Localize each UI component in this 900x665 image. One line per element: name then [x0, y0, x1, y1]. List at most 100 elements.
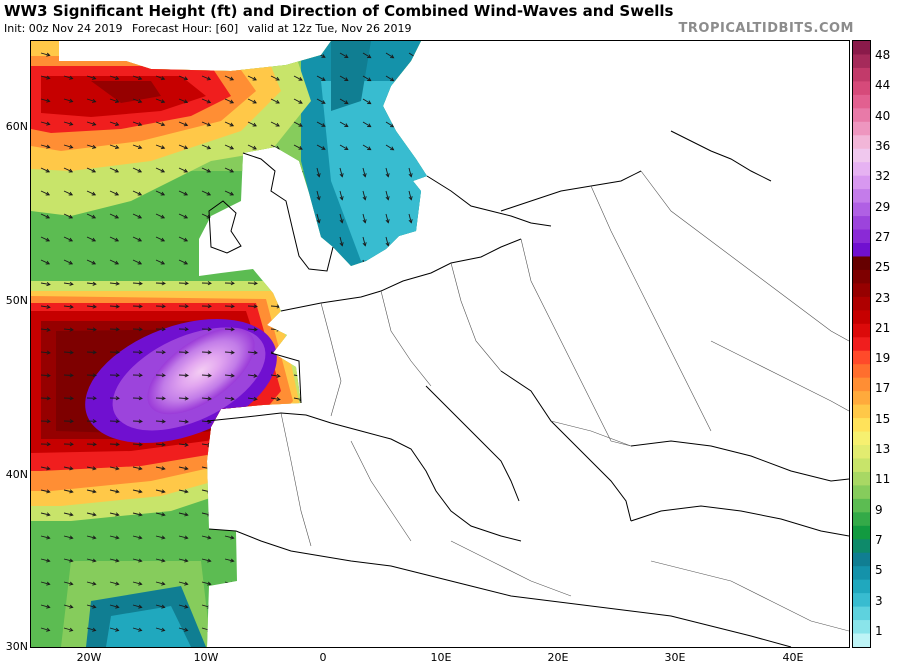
- direction-arrow-head: [92, 466, 97, 471]
- direction-arrow: [178, 489, 188, 493]
- direction-arrow: [408, 328, 418, 332]
- direction-arrow-head: [252, 53, 257, 58]
- direction-arrow-head: [432, 242, 435, 245]
- wave-height-map[interactable]: [30, 40, 850, 648]
- direction-arrow: [270, 282, 281, 284]
- direction-arrow-head: [115, 466, 120, 471]
- legend-label: 27: [875, 229, 891, 244]
- direction-arrow: [385, 236, 389, 246]
- legend-swatch: [853, 256, 870, 271]
- direction-arrow: [432, 53, 440, 58]
- direction-arrow-head: [69, 558, 74, 563]
- direction-arrow: [155, 420, 166, 423]
- direction-arrow-head: [368, 535, 373, 540]
- direction-arrow: [178, 420, 189, 423]
- direction-arrow-head: [252, 145, 257, 150]
- direction-arrow-head: [92, 581, 97, 586]
- direction-arrow: [40, 121, 50, 125]
- direction-arrow-head: [138, 350, 143, 355]
- direction-arrow: [201, 98, 211, 103]
- direction-arrow: [432, 191, 434, 200]
- direction-arrow: [40, 374, 51, 377]
- direction-arrow: [385, 305, 395, 309]
- direction-arrow: [339, 535, 349, 539]
- direction-arrow: [224, 535, 234, 539]
- direction-arrow: [132, 466, 142, 470]
- direction-arrow: [316, 466, 326, 470]
- direction-arrow: [178, 558, 188, 562]
- direction-arrow: [339, 167, 343, 177]
- direction-arrow-head: [339, 219, 344, 224]
- direction-arrow: [247, 558, 257, 562]
- direction-arrow-head: [229, 214, 235, 219]
- legend-swatch: [853, 67, 870, 82]
- direction-arrow-head: [298, 100, 303, 104]
- direction-arrow-head: [276, 420, 281, 425]
- direction-arrow-head: [391, 535, 396, 540]
- direction-arrow: [408, 236, 412, 246]
- direction-arrow: [178, 144, 188, 149]
- direction-arrow-head: [437, 536, 440, 539]
- direction-arrow-head: [206, 99, 212, 104]
- brand-watermark: TROPICALTIDBITS.COM: [678, 21, 854, 36]
- direction-arrow-head: [437, 605, 440, 608]
- direction-arrow: [247, 581, 257, 585]
- direction-arrow-head: [68, 260, 74, 265]
- direction-arrow: [178, 75, 188, 80]
- direction-arrow: [109, 489, 119, 493]
- direction-arrow-head: [385, 265, 390, 270]
- direction-arrow: [270, 259, 280, 265]
- direction-arrow-head: [322, 397, 327, 402]
- direction-arrow: [178, 236, 188, 242]
- direction-arrow-head: [91, 168, 97, 173]
- direction-arrow: [63, 558, 73, 562]
- lon-label-20e: 20E: [547, 651, 569, 664]
- init-time: Init: 00z Nov 24 2019: [4, 22, 123, 35]
- direction-arrow-head: [322, 443, 327, 448]
- direction-arrow-head: [390, 146, 395, 151]
- direction-arrow-head: [91, 237, 97, 242]
- direction-arrow: [201, 259, 211, 265]
- direction-arrow-head: [91, 260, 97, 265]
- direction-arrow-head: [432, 265, 435, 268]
- direction-arrow-head: [230, 373, 235, 378]
- direction-arrow: [63, 75, 73, 80]
- direction-arrow-head: [45, 237, 51, 242]
- direction-arrow-head: [183, 99, 189, 104]
- direction-arrow: [247, 75, 257, 81]
- direction-arrow-head: [137, 145, 143, 150]
- direction-arrow-head: [92, 373, 97, 378]
- direction-arrow: [339, 190, 343, 200]
- direction-arrow-head: [299, 535, 304, 540]
- direction-arrow-head: [391, 604, 396, 609]
- direction-arrow-head: [367, 100, 372, 105]
- direction-arrow: [432, 168, 434, 177]
- lon-label-10w: 10W: [193, 651, 219, 664]
- direction-arrow: [132, 512, 142, 516]
- direction-arrow: [339, 443, 349, 447]
- direction-arrow: [40, 328, 50, 331]
- direction-arrow-head: [115, 558, 120, 563]
- direction-arrow: [40, 581, 50, 585]
- direction-arrow-head: [230, 512, 235, 517]
- direction-arrow-head: [253, 396, 258, 401]
- direction-arrow: [432, 513, 441, 515]
- direction-arrow: [155, 604, 165, 608]
- direction-arrow: [432, 352, 441, 354]
- direction-arrow-head: [414, 512, 419, 517]
- direction-arrow: [339, 121, 349, 127]
- direction-arrow: [270, 305, 281, 308]
- direction-arrow-head: [408, 242, 413, 247]
- direction-arrow: [408, 558, 418, 562]
- direction-arrow-head: [46, 466, 51, 471]
- legend-swatch: [853, 350, 870, 365]
- direction-arrow-head: [229, 53, 235, 58]
- direction-arrow-head: [322, 466, 327, 471]
- direction-arrow-head: [138, 304, 143, 309]
- direction-arrow-head: [276, 489, 281, 494]
- direction-arrow-head: [160, 99, 166, 104]
- direction-arrow-head: [321, 123, 326, 127]
- direction-arrow: [432, 237, 434, 246]
- legend-swatch: [853, 377, 870, 392]
- direction-arrow-head: [184, 489, 189, 494]
